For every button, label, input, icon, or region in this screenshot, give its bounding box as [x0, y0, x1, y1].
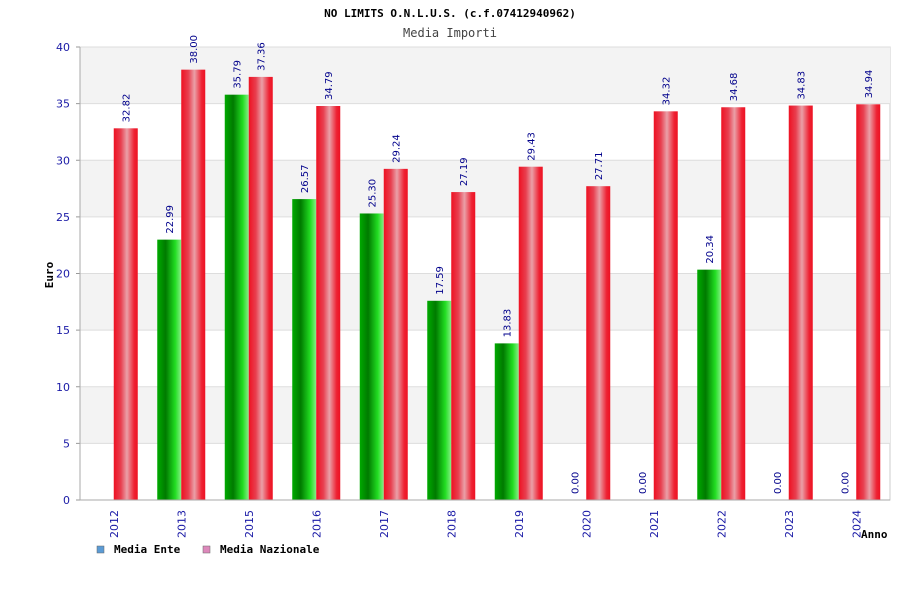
bar-media-nazionale [586, 186, 611, 500]
x-tick-label: 2021 [648, 510, 661, 538]
value-label: 17.59 [435, 266, 446, 295]
y-tick-label: 0 [63, 494, 70, 507]
bar-media-nazionale [788, 105, 813, 501]
x-tick-label: 2017 [378, 510, 391, 538]
value-label: 22.99 [165, 205, 176, 234]
x-axis-label: Anno [861, 528, 888, 541]
bar-media-nazionale [856, 104, 881, 500]
value-label: 32.82 [122, 94, 133, 123]
x-tick-label: 2016 [310, 510, 323, 538]
bar-media-nazionale [518, 166, 543, 500]
bar-media-ente [494, 343, 519, 500]
value-label: 35.79 [233, 60, 244, 89]
y-tick-label: 10 [56, 381, 70, 394]
value-label: 27.71 [594, 152, 605, 181]
bar-media-nazionale [316, 106, 341, 501]
y-tick-label: 15 [56, 324, 70, 337]
x-tick-label: 2022 [715, 510, 728, 538]
value-label: 29.43 [527, 132, 538, 161]
y-tick-label: 40 [56, 41, 70, 54]
chart-subtitle: Media Importi [403, 26, 497, 40]
value-label: 37.36 [257, 42, 268, 71]
chart-title: NO LIMITS O.N.L.U.S. (c.f.07412940962) [324, 7, 576, 20]
value-label: 29.24 [392, 134, 403, 163]
value-label: 27.19 [459, 157, 470, 186]
grid-band [80, 386, 890, 444]
value-label: 34.68 [729, 73, 740, 102]
x-tick-label: 2020 [580, 510, 593, 538]
bar-media-ente [359, 213, 384, 501]
y-tick-label: 20 [56, 268, 70, 281]
bar-media-nazionale [721, 107, 746, 501]
value-label: 26.57 [300, 164, 311, 193]
legend: Media Ente Media Nazionale [96, 543, 320, 556]
bar-media-nazionale [383, 168, 408, 500]
value-label: 34.94 [864, 70, 875, 99]
x-tick-label: 2015 [243, 510, 256, 538]
value-label: 20.34 [705, 235, 716, 264]
bar-media-ente [224, 94, 249, 500]
bar-media-nazionale [653, 111, 678, 501]
value-label: 25.30 [368, 179, 379, 208]
value-labels: 32.82 22.99 38.00 35.79 37.36 26.57 34.79 25.30… [122, 35, 876, 494]
y-tick-label: 5 [63, 437, 70, 450]
value-label: 34.79 [324, 71, 335, 100]
legend-swatch [202, 545, 211, 554]
grid-band [80, 160, 890, 217]
x-tick-label: 2012 [108, 510, 121, 538]
value-label: 34.83 [797, 71, 808, 100]
bar-media-nazionale [181, 69, 206, 501]
x-tick-label: 2023 [783, 510, 796, 538]
bar-media-nazionale [451, 192, 476, 501]
value-label: 38.00 [189, 35, 200, 64]
y-tick-label: 30 [56, 154, 70, 167]
value-label: 0.00 [773, 472, 784, 494]
bars [113, 69, 881, 501]
bar-media-nazionale [248, 76, 273, 500]
bar-media-ente [427, 300, 452, 500]
y-axis-label: Euro [43, 261, 56, 288]
legend-label: Media Ente [114, 543, 181, 556]
value-label: 13.83 [503, 309, 514, 338]
y-tick-label: 25 [56, 211, 70, 224]
value-label: 0.00 [840, 472, 851, 494]
grid-band [80, 273, 890, 331]
legend-label: Media Nazionale [220, 543, 320, 556]
value-label: 0.00 [570, 472, 581, 494]
legend-swatch [96, 545, 105, 554]
grid-band [80, 47, 890, 104]
bar-media-nazionale [113, 128, 138, 500]
value-label: 0.00 [638, 472, 649, 494]
x-tick-label: 2018 [445, 510, 458, 538]
bar-media-ente [292, 199, 317, 500]
y-axis-ticks: 0 5 10 15 20 25 30 35 40 [56, 41, 81, 507]
x-tick-label: 2013 [175, 510, 188, 538]
bar-media-ente [697, 269, 722, 500]
x-tick-label: 2019 [513, 510, 526, 538]
x-axis-ticks: 2012 2013 2015 2016 2017 2018 2019 2020 2021 2022… [80, 499, 890, 538]
x-tick-label: 2024 [850, 510, 863, 538]
y-tick-label: 35 [56, 98, 70, 111]
bar-media-ente [157, 239, 182, 500]
value-label: 34.32 [662, 77, 673, 106]
